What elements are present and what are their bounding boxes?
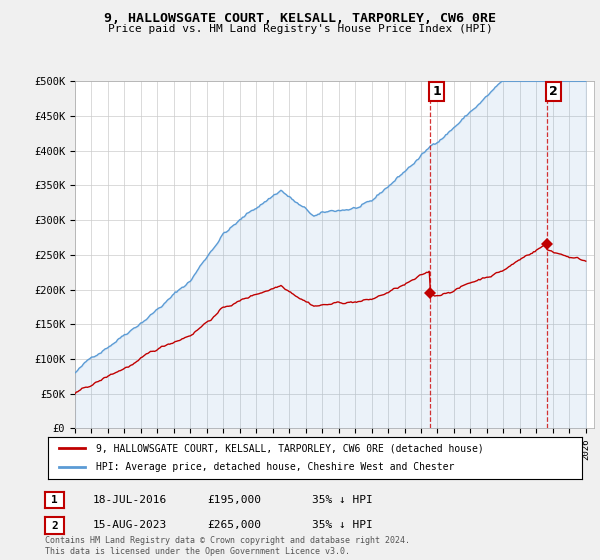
Text: Price paid vs. HM Land Registry's House Price Index (HPI): Price paid vs. HM Land Registry's House …	[107, 24, 493, 34]
Text: 2: 2	[51, 521, 58, 531]
Text: 1: 1	[433, 85, 441, 98]
Text: 1: 1	[51, 495, 58, 505]
Text: 35% ↓ HPI: 35% ↓ HPI	[312, 494, 373, 505]
Text: 35% ↓ HPI: 35% ↓ HPI	[312, 520, 373, 530]
Text: 9, HALLOWSGATE COURT, KELSALL, TARPORLEY, CW6 0RE (detached house): 9, HALLOWSGATE COURT, KELSALL, TARPORLEY…	[96, 443, 484, 453]
Text: 9, HALLOWSGATE COURT, KELSALL, TARPORLEY, CW6 0RE: 9, HALLOWSGATE COURT, KELSALL, TARPORLEY…	[104, 12, 496, 25]
Text: HPI: Average price, detached house, Cheshire West and Chester: HPI: Average price, detached house, Ches…	[96, 463, 454, 473]
Text: 18-JUL-2016: 18-JUL-2016	[93, 494, 167, 505]
Text: £265,000: £265,000	[207, 520, 261, 530]
Text: £195,000: £195,000	[207, 494, 261, 505]
Text: 15-AUG-2023: 15-AUG-2023	[93, 520, 167, 530]
Text: 2: 2	[549, 85, 558, 98]
Text: Contains HM Land Registry data © Crown copyright and database right 2024.
This d: Contains HM Land Registry data © Crown c…	[45, 536, 410, 556]
